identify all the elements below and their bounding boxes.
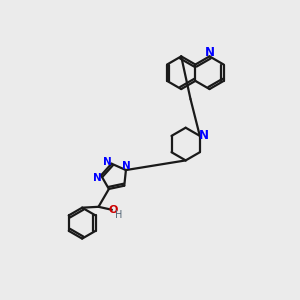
Text: H: H (115, 210, 122, 220)
Text: N: N (199, 129, 209, 142)
Text: N: N (93, 173, 101, 183)
Text: N: N (205, 46, 214, 59)
Text: N: N (103, 157, 112, 167)
Text: O: O (109, 206, 118, 215)
Text: N: N (122, 161, 130, 171)
